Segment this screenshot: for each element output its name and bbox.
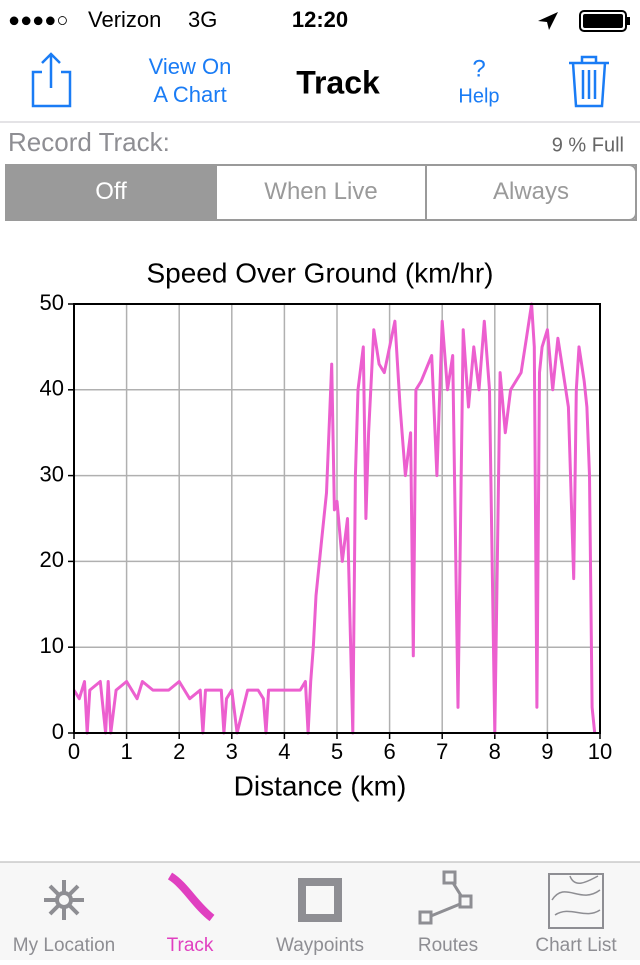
tab-label[interactable]: My Location — [13, 935, 115, 956]
x-tick-label: 1 — [120, 739, 132, 764]
battery-tip — [627, 17, 630, 25]
help-icon[interactable]: ? — [472, 55, 485, 82]
x-tick-label: 9 — [541, 739, 553, 764]
button-label[interactable]: A Chart — [153, 82, 226, 107]
tab-icon[interactable] — [298, 878, 342, 922]
y-tick-label: 20 — [40, 547, 64, 572]
segment-border — [5, 164, 637, 221]
tab-icon[interactable] — [418, 870, 473, 925]
nav-title: Track — [296, 64, 380, 100]
signal: ●●●●○ — [8, 9, 68, 31]
tab-labels[interactable]: My Location Track Waypoints Routes Chart Lis… — [13, 935, 618, 956]
help-button[interactable]: ? Help — [458, 55, 499, 107]
battery — [579, 10, 627, 32]
x-tick-label: 5 — [331, 739, 343, 764]
segment-label[interactable]: When Live — [264, 178, 377, 205]
trash-button[interactable] — [569, 55, 609, 108]
x-tick-label: 4 — [278, 739, 290, 764]
y-tick-label: 0 — [52, 719, 64, 744]
plot-frame — [73, 303, 601, 734]
clock: 12:20 — [292, 7, 348, 32]
speed-line — [72, 302, 597, 735]
tab-label[interactable]: Routes — [418, 935, 478, 956]
x-tick-label: 10 — [588, 739, 612, 764]
usage: 9 % Full — [552, 134, 624, 156]
x-tick-label: 6 — [383, 739, 395, 764]
y-tick-label: 10 — [40, 633, 64, 658]
x-axis-label: Distance (km) — [234, 770, 407, 801]
share-button[interactable] — [31, 52, 72, 108]
location-icon — [538, 12, 558, 30]
battery-level — [583, 14, 623, 28]
network: 3G — [188, 7, 217, 32]
x-tick-label: 7 — [436, 739, 448, 764]
chart-title: Speed Over Ground (km/hr) — [146, 257, 493, 288]
tab-label[interactable]: Chart List — [535, 935, 617, 956]
y-tick-label: 40 — [40, 376, 64, 401]
y-tick-label: 30 — [40, 461, 64, 486]
segmented-control[interactable]: Off When Live Always — [5, 164, 637, 221]
x-tick-label: 0 — [68, 739, 80, 764]
button-label[interactable]: View On — [149, 54, 232, 79]
tab-icon[interactable] — [167, 872, 215, 922]
carrier: Verizon — [88, 7, 161, 32]
help-label[interactable]: Help — [458, 85, 499, 107]
tab-icon[interactable] — [44, 880, 84, 920]
x-tick-label: 8 — [489, 739, 501, 764]
x-tick-label: 2 — [173, 739, 185, 764]
tab-label[interactable]: Track — [167, 935, 214, 956]
tab-label[interactable]: Waypoints — [276, 935, 364, 956]
x-tick-label: 3 — [226, 739, 238, 764]
tab-icon[interactable] — [548, 873, 604, 929]
y-tick-label: 50 — [40, 290, 64, 315]
segment[interactable] — [425, 164, 637, 221]
segment-label[interactable]: Off — [95, 178, 127, 205]
record-label: Record Track: — [8, 127, 170, 157]
segment-label[interactable]: Always — [493, 178, 569, 205]
chart: 0 10 20 30 40 50 0 1 2 3 4 5 6 7 8 9 10 — [40, 290, 613, 764]
view-on-chart-button[interactable]: View On A Chart — [149, 54, 232, 107]
